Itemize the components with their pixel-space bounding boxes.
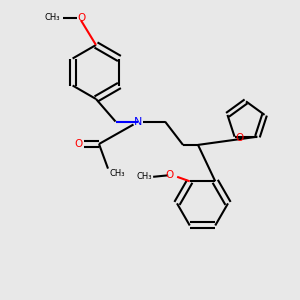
- Text: CH₃: CH₃: [44, 14, 60, 22]
- Text: O: O: [74, 139, 83, 149]
- Text: O: O: [236, 133, 244, 143]
- Text: N: N: [134, 116, 142, 127]
- Text: O: O: [165, 170, 173, 180]
- Text: O: O: [77, 13, 85, 23]
- Text: CH₃: CH₃: [110, 169, 125, 178]
- Text: CH₃: CH₃: [136, 172, 152, 181]
